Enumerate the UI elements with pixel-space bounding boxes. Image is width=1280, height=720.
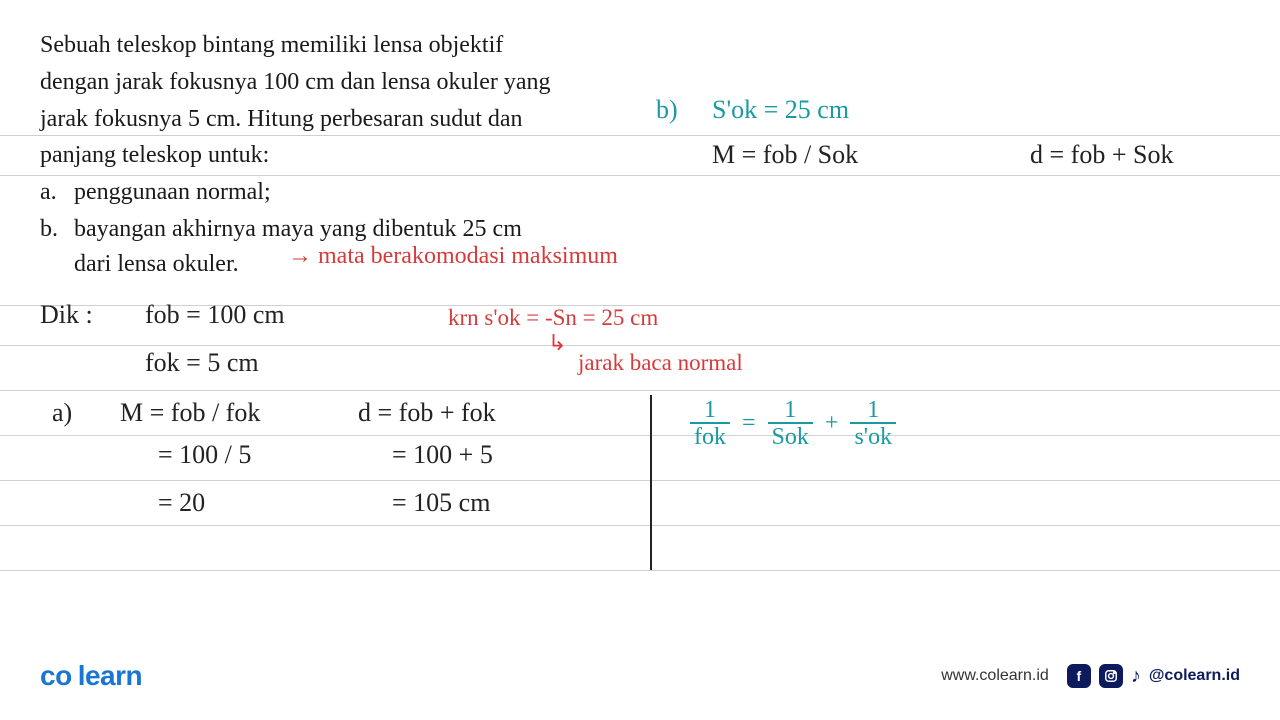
anno-red3: jarak baca normal [578, 350, 743, 376]
problem-line1: Sebuah teleskop bintang memiliki lensa o… [40, 28, 600, 63]
problem-b-text2: dari lensa okuler. [74, 251, 239, 277]
footer: colearn www.colearn.id f ♪ @colearn.id [40, 660, 1240, 692]
anno-red1: → mata berakomodasi maksimum [288, 243, 618, 270]
problem-a-letter: a. [40, 175, 74, 210]
dik-label: Dik : [40, 300, 93, 330]
brand-logo: colearn [40, 660, 142, 692]
footer-url[interactable]: www.colearn.id [941, 667, 1049, 685]
problem-b-letter: b. [40, 212, 74, 282]
partb-M: M = fob / Sok [712, 140, 858, 170]
social-handle[interactable]: @colearn.id [1149, 667, 1240, 685]
problem-line4: panjang teleskop untuk: [40, 138, 600, 173]
facebook-icon[interactable]: f [1067, 664, 1091, 688]
parta-label: a) [52, 398, 72, 428]
frac-eq: 1fok = 1Sok + 1s'ok [690, 398, 896, 450]
partb-label: b) [656, 95, 678, 125]
problem-b-text1: bayangan akhirnya maya yang dibentuk 25 … [74, 216, 522, 242]
partb-d: d = fob + Sok [1030, 140, 1173, 170]
problem-a-text: penggunaan normal; [74, 175, 271, 210]
parta-M: M = fob / fok [120, 398, 260, 428]
dik-fob: fob = 100 cm [145, 300, 285, 330]
dik-fok: fok = 5 cm [145, 348, 259, 378]
tiktok-icon[interactable]: ♪ [1131, 665, 1141, 688]
partb-sok: S'ok = 25 cm [712, 95, 849, 125]
divider-line [650, 395, 652, 570]
parta-d3: = 105 cm [392, 488, 490, 518]
problem-line3: jarak fokusnya 5 cm. Hitung perbesaran s… [40, 102, 600, 137]
instagram-icon[interactable] [1099, 664, 1123, 688]
parta-d2: = 100 + 5 [392, 440, 493, 470]
problem-line2: dengan jarak fokusnya 100 cm dan lensa o… [40, 65, 600, 100]
parta-M3: = 20 [158, 488, 205, 518]
parta-M2: = 100 / 5 [158, 440, 251, 470]
parta-d: d = fob + fok [358, 398, 496, 428]
anno-red2: krn s'ok = -Sn = 25 cm [448, 305, 658, 331]
social-links: f ♪ @colearn.id [1067, 664, 1240, 688]
